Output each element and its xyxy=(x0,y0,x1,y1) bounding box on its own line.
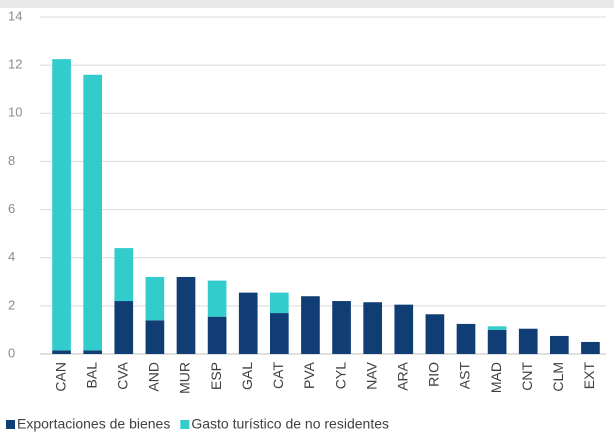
x-tick-label: CAT xyxy=(270,362,286,389)
legend-swatch xyxy=(6,420,15,429)
bar-segment xyxy=(550,335,569,354)
y-tick-label: 14 xyxy=(8,8,22,23)
y-tick-label: 4 xyxy=(8,249,15,264)
bar-segment xyxy=(487,326,507,330)
x-tick-label: PVA xyxy=(301,361,317,389)
bar-segment xyxy=(145,276,165,321)
bar-segment xyxy=(487,329,507,354)
bar-segment xyxy=(83,350,102,354)
bar-segment xyxy=(207,316,227,354)
bar-segment xyxy=(394,304,414,354)
x-tick-label: AST xyxy=(457,362,473,390)
y-tick-label: 8 xyxy=(8,153,15,168)
bar-segment xyxy=(114,301,134,354)
x-tick-label: MUR xyxy=(177,362,193,394)
y-tick-label: 6 xyxy=(8,201,15,216)
bar-segment xyxy=(332,301,351,354)
legend-label: Gasto turístico de no residentes xyxy=(191,416,389,432)
bar-segment xyxy=(518,328,538,354)
x-tick-label: EXT xyxy=(581,362,597,390)
bar-segment xyxy=(83,74,102,351)
x-tick-label: RIO xyxy=(426,362,442,387)
bar-segment xyxy=(145,320,165,354)
bar-segment xyxy=(456,323,476,354)
bar-segment xyxy=(363,302,382,354)
bar-segment xyxy=(114,248,134,302)
bar-segment xyxy=(270,313,289,354)
top-band xyxy=(0,0,614,8)
bar-segment xyxy=(238,292,258,354)
bar-segment xyxy=(207,280,227,317)
y-tick-label: 10 xyxy=(8,105,22,120)
y-tick-label: 12 xyxy=(8,57,22,72)
legend-swatch xyxy=(180,420,190,429)
x-tick-label: CYL xyxy=(332,362,348,389)
bar-segment xyxy=(425,314,445,354)
y-tick-label: 0 xyxy=(8,345,15,360)
bar-segment xyxy=(52,59,71,351)
x-tick-label: BAL xyxy=(83,362,99,389)
bar-segment xyxy=(176,276,196,354)
x-tick-label: CAN xyxy=(52,362,68,392)
x-tick-label: NAV xyxy=(363,361,379,389)
x-tick-label: CNT xyxy=(519,362,535,391)
x-tick-label: MAD xyxy=(488,362,504,393)
bar-segment xyxy=(581,341,600,354)
bar-segment xyxy=(301,296,320,354)
bar-segment xyxy=(270,292,289,314)
bar-segment xyxy=(52,350,71,354)
x-tick-label: GAL xyxy=(239,362,255,390)
x-tick-label: CLM xyxy=(550,362,566,392)
legend-label: Exportaciones de bienes xyxy=(17,416,170,432)
x-tick-label: CVA xyxy=(114,361,130,389)
x-tick-label: ESP xyxy=(208,362,224,390)
y-tick-label: 2 xyxy=(8,297,15,312)
x-tick-label: AND xyxy=(146,362,162,392)
x-tick-label: ARA xyxy=(394,361,410,390)
